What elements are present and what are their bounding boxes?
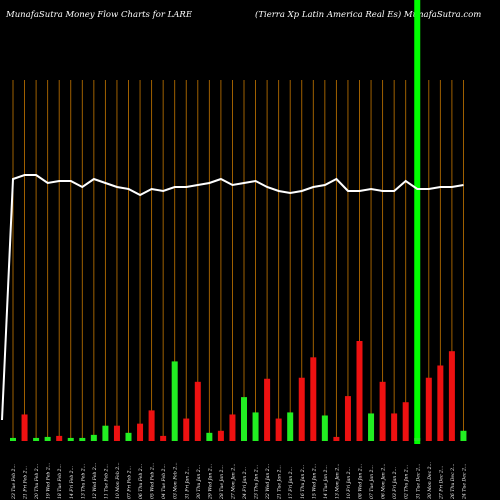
x-tick-label: 23 Thu Jan 2... — [254, 464, 260, 500]
bar — [44, 436, 51, 441]
x-tick-label: 10 Mon Feb 2... — [115, 462, 121, 499]
bar — [33, 437, 40, 441]
x-tick-label: 21 Fri Feb 2... — [23, 465, 29, 500]
bar — [264, 378, 271, 441]
bar — [310, 357, 317, 441]
bar — [171, 361, 178, 441]
bar — [333, 436, 340, 441]
bar — [379, 381, 386, 441]
x-tick-label: 23 Tue Feb 2... — [11, 464, 17, 500]
bar — [229, 414, 236, 441]
x-tick-label: 16 Thu Jan 2... — [300, 464, 306, 499]
x-tick-label: 13 Thu Feb 2... — [80, 463, 86, 499]
x-tick-label: 24 Fri Jan 2... — [242, 467, 248, 500]
bar — [137, 423, 144, 441]
x-tick-label: 31 Fri Jan 2... — [184, 467, 190, 499]
x-tick-label: 13 Mon Jan 2... — [334, 463, 340, 499]
bar — [10, 437, 16, 441]
highlight — [414, 0, 421, 444]
x-tick-label: 19 Wed Feb 2... — [46, 462, 52, 499]
x-tick-label: 22 Wed Jan 2... — [265, 463, 271, 500]
bar — [402, 402, 409, 441]
x-tick-label: 04 Tue Feb 2... — [161, 464, 167, 499]
x-tick-label: 30 Thu Jan 2... — [196, 464, 202, 499]
bar — [102, 425, 109, 441]
x-tick-label: 28 Tue Jan 2... — [219, 465, 225, 500]
bar — [67, 437, 74, 441]
price-line-path — [1, 174, 464, 421]
bar — [79, 437, 86, 441]
x-tick-label: 30 Mon Dec 2... — [427, 462, 433, 499]
x-tick-label: 06 Thu Feb 2... — [138, 463, 144, 499]
x-tick-label: 02 Thu Jan 2... — [404, 464, 410, 499]
bar — [368, 413, 375, 441]
x-tick-label: 29 Wed Jan 2... — [207, 463, 213, 500]
price-line — [1, 174, 464, 421]
bar — [448, 351, 455, 441]
x-tick-label: 05 Wed Feb 2... — [150, 462, 156, 499]
bar — [160, 435, 167, 441]
bar — [148, 410, 155, 441]
bar — [206, 432, 213, 441]
bar — [356, 341, 363, 441]
bar — [287, 412, 294, 441]
bar — [90, 434, 97, 441]
gridlines — [12, 80, 464, 441]
bar — [460, 430, 467, 441]
bar — [241, 397, 247, 441]
bar — [414, 437, 421, 441]
x-tick-label: 14 Tue Jan 2... — [323, 465, 329, 499]
x-tick-label: 07 Fri Feb 2... — [127, 465, 133, 499]
bar — [217, 430, 224, 441]
x-tick-label: 27 Mon Jan 2... — [230, 463, 236, 500]
bar — [113, 425, 120, 441]
x-tick-label: 07 Tue Jan 2... — [369, 465, 375, 499]
x-tick-label: 12 Wed Feb 2... — [92, 462, 98, 499]
x-tick-label: 21 Tue Jan 2... — [277, 465, 283, 500]
x-tick-label: 20 Thu Feb 2... — [34, 463, 40, 500]
x-tick-label: 06 Mon Jan 2... — [381, 463, 387, 499]
bar — [344, 396, 351, 441]
bar — [321, 415, 328, 441]
x-tick-label: 27 Fri Dec 2... — [438, 465, 444, 500]
x-tick-label: 11 Tue Feb 2... — [103, 464, 109, 499]
highlight-band — [414, 0, 421, 444]
x-tick-label: 03 Mon Feb 2... — [173, 462, 179, 499]
bar — [56, 435, 63, 441]
x-tick-label: 26 Thu Dec 2... — [450, 463, 456, 500]
bar — [275, 418, 282, 441]
x-tick-label: 15 Wed Jan 2... — [311, 463, 317, 499]
x-tick-label: 17 Fri Jan 2... — [288, 467, 294, 499]
x-tick-label: 14 Fri Feb 2... — [69, 465, 75, 499]
chart-title: MunafaSutra Money Flow Charts for LARE — [6, 10, 193, 20]
x-tick-label: 31 Tue Dec 2... — [415, 463, 421, 499]
bar — [125, 432, 132, 441]
bar — [183, 418, 190, 441]
bar — [21, 414, 28, 441]
x-tick-label: 10 Fri Jan 2... — [346, 467, 352, 499]
x-tick-label: 18 Tue Feb 2... — [57, 464, 63, 499]
bars — [10, 341, 467, 441]
bar — [391, 413, 398, 441]
x-tick-label: 08 Wed Jan 2... — [358, 463, 364, 499]
x-tick-label: 03 Fri Jan 2... — [392, 467, 398, 499]
bar — [425, 377, 432, 441]
bar — [252, 412, 259, 441]
x-tick-labels: 23 Tue Feb 2... 21 Fri Feb 2... 20 Thu Feb… — [11, 462, 467, 500]
bar — [194, 381, 201, 441]
x-tick-label: 24 Tue Dec 2... — [461, 463, 467, 500]
bar — [298, 377, 305, 441]
chart-subtitle: (Tierra Xp Latin America Real Es) Munafa… — [255, 10, 482, 20]
bar — [437, 365, 444, 441]
